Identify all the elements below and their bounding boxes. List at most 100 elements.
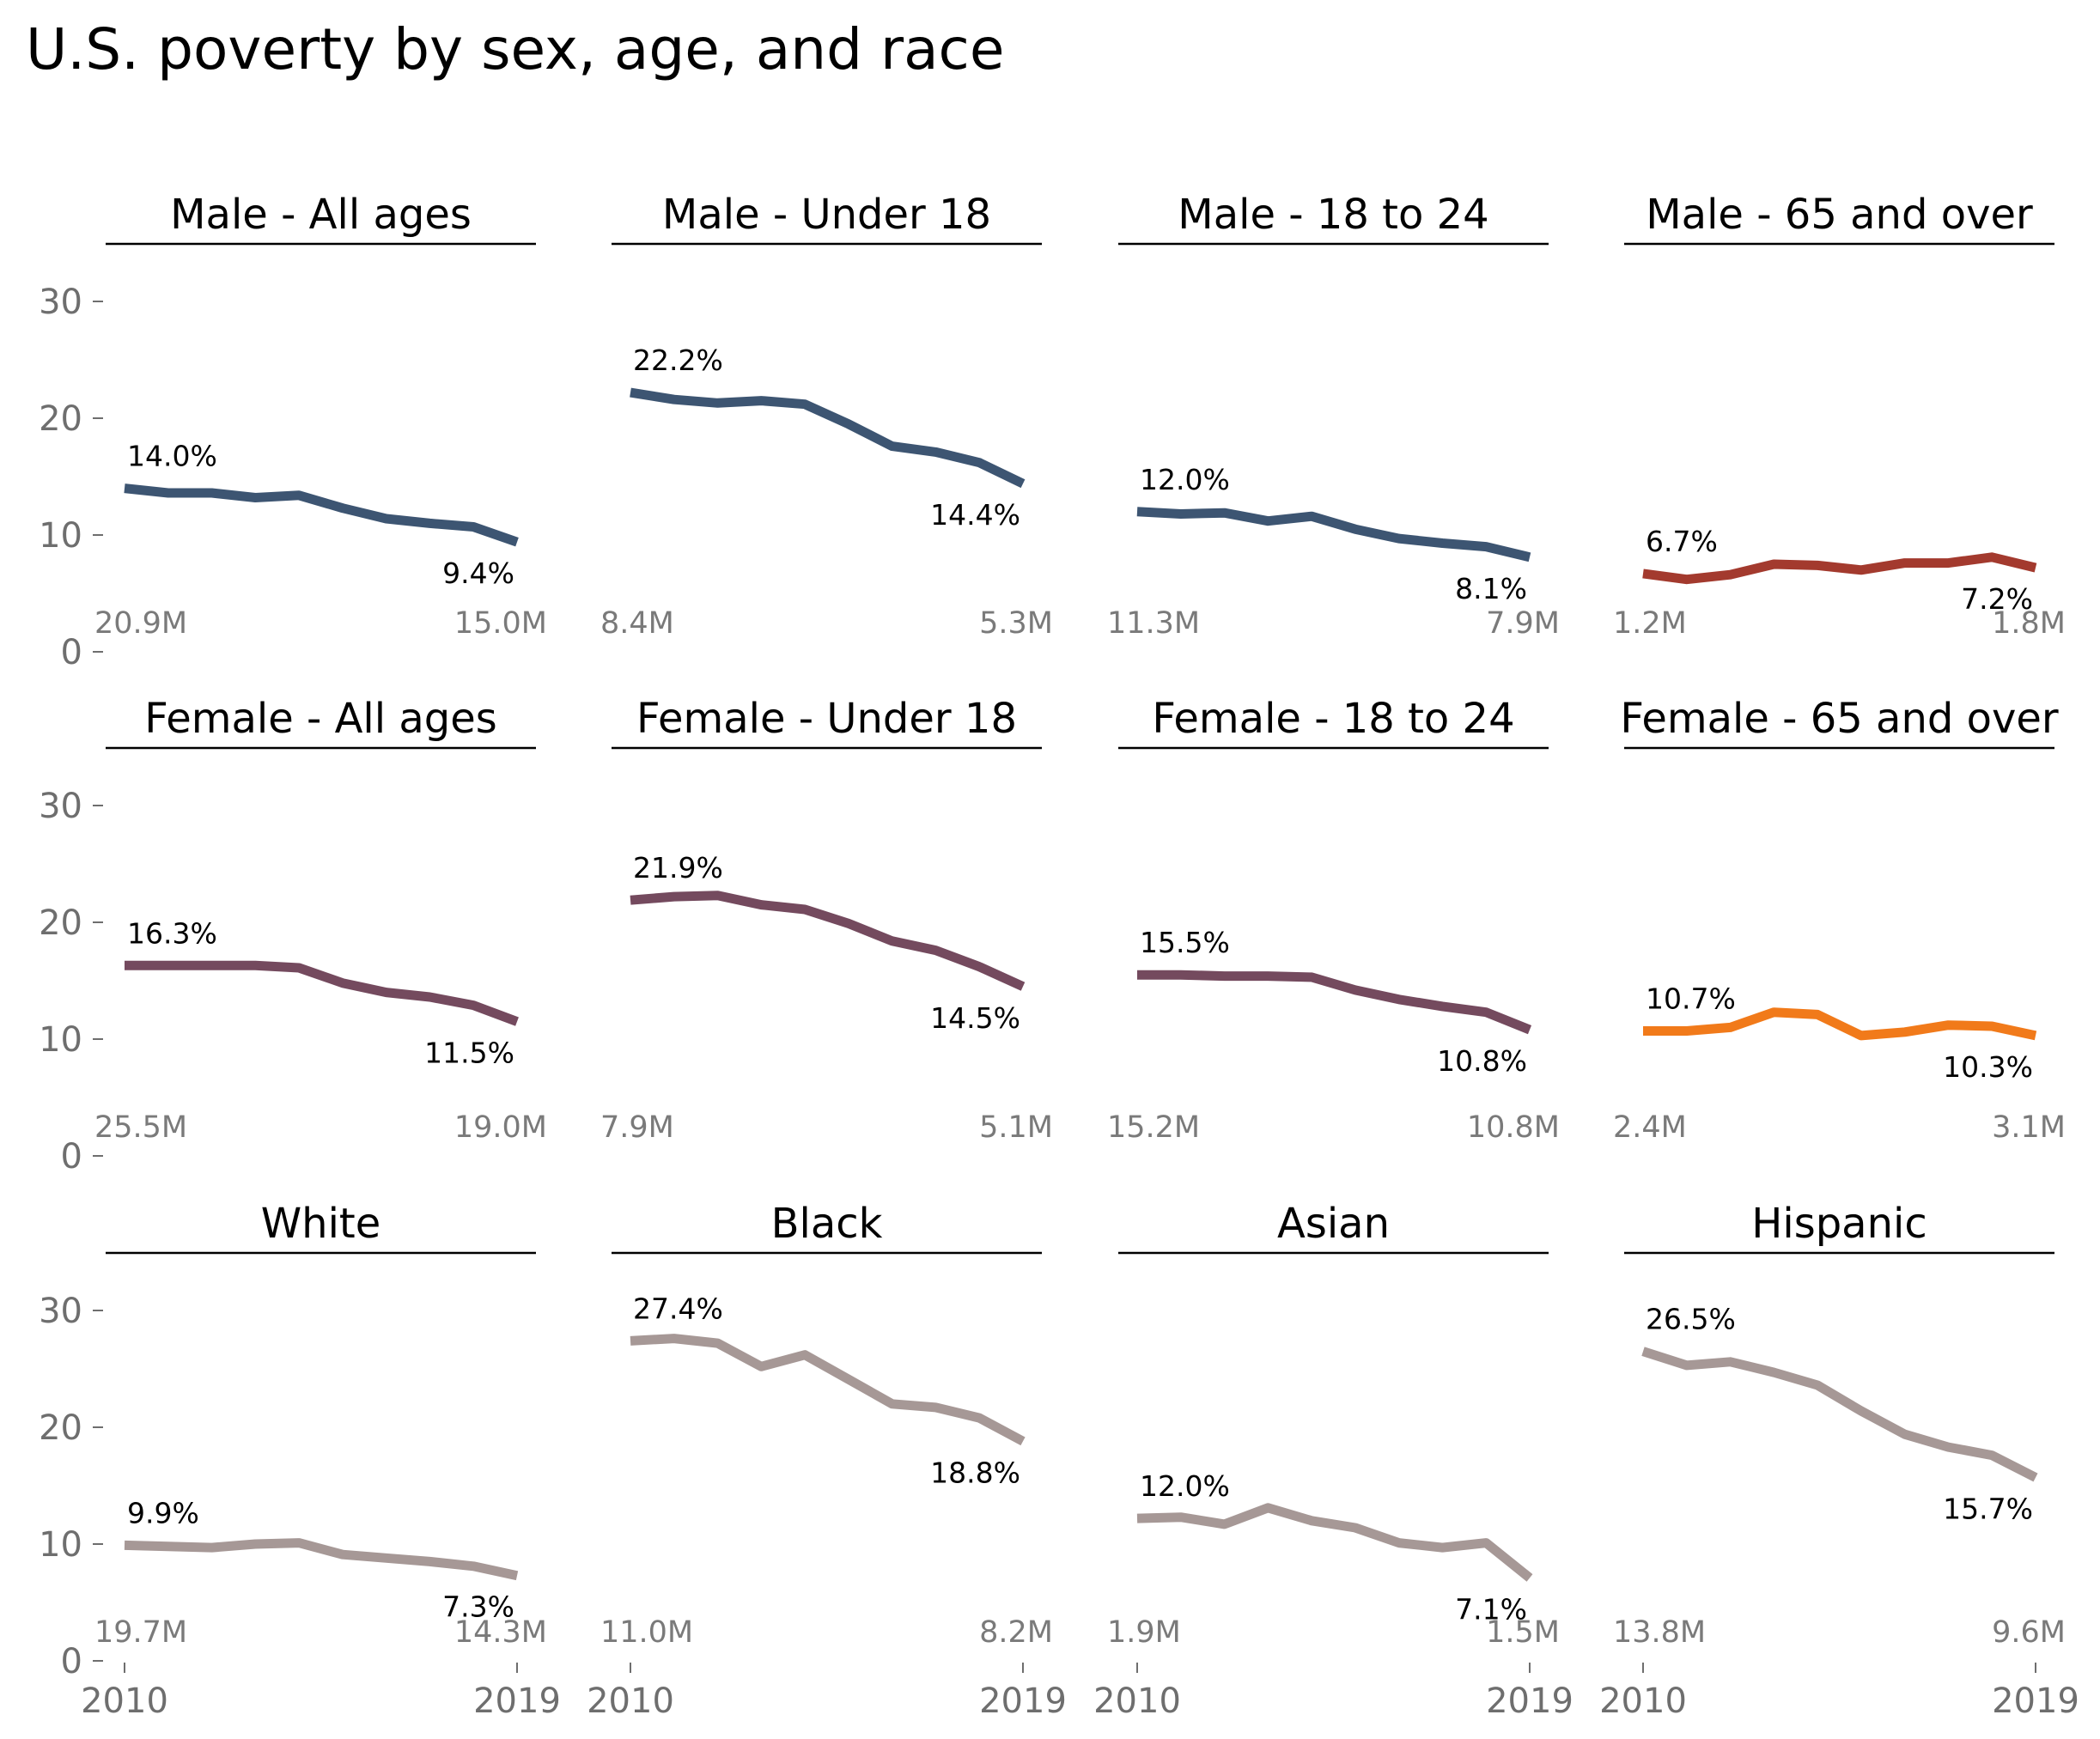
y-tick-label: 0 bbox=[61, 633, 82, 672]
series-line-female-under-18 bbox=[630, 891, 1026, 991]
panel-title: Female - All ages bbox=[144, 695, 497, 743]
panel-title: Male - 65 and over bbox=[1646, 191, 2033, 239]
panel-title: Female - 18 to 24 bbox=[1152, 695, 1514, 743]
series-line-female-18-to-24 bbox=[1137, 970, 1532, 1035]
panel-white: White 0 10 20 30 2010 2019 9.9% 7.3% 19.7M 14.3M bbox=[39, 1200, 561, 1721]
end-count-label: 3.1M bbox=[1992, 1110, 2066, 1145]
panel-title: Male - All ages bbox=[170, 191, 472, 239]
series-line-female-all-ages bbox=[125, 960, 519, 1026]
y-tick-label: 10 bbox=[39, 516, 82, 556]
panel-male-18-to-24: Male - 18 to 24 12.0% 8.1% 11.3M 7.9M bbox=[1107, 191, 1560, 641]
end-count-label: 1.8M bbox=[1992, 606, 2066, 641]
start-value-label: 16.3% bbox=[127, 916, 217, 950]
panel-title: White bbox=[261, 1200, 381, 1248]
x-tick-label: 2010 bbox=[1093, 1681, 1181, 1721]
y-tick-label: 30 bbox=[39, 283, 82, 322]
panel-title: Hispanic bbox=[1751, 1200, 1927, 1248]
start-count-label: 1.2M bbox=[1613, 606, 1687, 641]
x-tick-label: 2010 bbox=[1599, 1681, 1687, 1721]
end-value-label: 7.2% bbox=[1961, 582, 2033, 616]
series-line-male-under-18 bbox=[630, 387, 1026, 489]
start-value-label: 12.0% bbox=[1140, 463, 1230, 496]
end-count-label: 14.3M bbox=[454, 1615, 547, 1650]
panel-title: Male - Under 18 bbox=[662, 191, 991, 239]
start-value-label: 14.0% bbox=[127, 440, 217, 473]
start-count-label: 11.3M bbox=[1107, 606, 1200, 641]
panel-asian: Asian 2010 2019 12.0% 7.1% 1.9M 1.5M bbox=[1093, 1200, 1573, 1721]
start-value-label: 26.5% bbox=[1646, 1303, 1736, 1336]
start-count-label: 2.4M bbox=[1613, 1110, 1687, 1145]
end-count-label: 7.9M bbox=[1486, 606, 1560, 641]
end-value-label: 8.1% bbox=[1455, 572, 1527, 605]
panel-female-all-ages: Female - All ages 0 10 20 30 16.3% 11.5% 25.5M 1… bbox=[39, 695, 547, 1177]
panel-male-65-and-over: Male - 65 and over 6.7% 7.2% 1.2M 1.8M bbox=[1613, 191, 2066, 641]
start-count-label: 1.9M bbox=[1107, 1615, 1181, 1650]
series-line-hispanic bbox=[1641, 1347, 2038, 1482]
start-value-label: 6.7% bbox=[1646, 525, 1718, 558]
y-tick-label: 20 bbox=[39, 1408, 82, 1448]
y-tick-label: 30 bbox=[39, 1292, 82, 1331]
start-value-label: 12.0% bbox=[1140, 1469, 1230, 1503]
start-count-label: 25.5M bbox=[94, 1110, 187, 1145]
y-tick-label: 20 bbox=[39, 399, 82, 439]
start-count-label: 19.7M bbox=[94, 1615, 187, 1650]
panel-title: Female - 65 and over bbox=[1620, 695, 2059, 743]
series-line-asian bbox=[1136, 1503, 1533, 1582]
y-tick-label: 10 bbox=[39, 1020, 82, 1060]
end-value-label: 10.3% bbox=[1943, 1050, 2033, 1084]
series-line-black bbox=[630, 1334, 1026, 1446]
x-tick-label: 2019 bbox=[979, 1681, 1067, 1721]
panel-black: Black 2010 2019 27.4% 18.8% 11.0M 8.2M bbox=[587, 1200, 1067, 1721]
start-value-label: 10.7% bbox=[1646, 982, 1736, 1015]
end-count-label: 9.6M bbox=[1992, 1615, 2066, 1650]
panel-female-65-and-over: Female - 65 and over 10.7% 10.3% 2.4M 3.1M bbox=[1613, 695, 2066, 1145]
end-value-label: 15.7% bbox=[1943, 1492, 2033, 1525]
panel-female-under-18: Female - Under 18 21.9% 14.5% 7.9M 5.1M bbox=[600, 695, 1053, 1145]
end-value-label: 10.8% bbox=[1437, 1044, 1527, 1078]
y-tick-label: 20 bbox=[39, 903, 82, 943]
x-tick-label: 2019 bbox=[1486, 1681, 1573, 1721]
series-line-female-65-and-over bbox=[1643, 1007, 2037, 1041]
end-count-label: 15.0M bbox=[454, 606, 547, 641]
end-value-label: 14.4% bbox=[930, 498, 1020, 532]
end-value-label: 18.8% bbox=[930, 1456, 1020, 1489]
panels-group: Male - All ages 0 10 20 30 14.0% 9.4% 20.9M 15.0… bbox=[39, 191, 2079, 1721]
end-value-label: 9.4% bbox=[442, 556, 514, 590]
x-tick-label: 2019 bbox=[1992, 1681, 2079, 1721]
panel-male-all-ages: Male - All ages 0 10 20 30 14.0% 9.4% 20.9M 15.0… bbox=[39, 191, 547, 672]
series-line-male-65-and-over bbox=[1642, 552, 2037, 585]
start-count-label: 15.2M bbox=[1107, 1110, 1200, 1145]
start-value-label: 27.4% bbox=[633, 1292, 723, 1325]
y-tick-label: 0 bbox=[61, 1137, 82, 1177]
start-count-label: 13.8M bbox=[1613, 1615, 1706, 1650]
end-count-label: 1.5M bbox=[1486, 1615, 1560, 1650]
start-value-label: 22.2% bbox=[633, 344, 723, 377]
end-value-label: 7.3% bbox=[442, 1590, 514, 1624]
panel-title: Female - Under 18 bbox=[636, 695, 1017, 743]
end-count-label: 5.1M bbox=[979, 1110, 1053, 1145]
start-value-label: 15.5% bbox=[1140, 926, 1230, 959]
x-tick-label: 2010 bbox=[81, 1681, 168, 1721]
series-line-male-all-ages bbox=[124, 483, 519, 547]
start-count-label: 7.9M bbox=[600, 1110, 674, 1145]
x-tick-label: 2010 bbox=[587, 1681, 674, 1721]
series-line-white bbox=[124, 1538, 519, 1581]
end-count-label: 5.3M bbox=[979, 606, 1053, 641]
end-count-label: 10.8M bbox=[1467, 1110, 1560, 1145]
y-tick-label: 30 bbox=[39, 787, 82, 826]
end-value-label: 11.5% bbox=[424, 1037, 514, 1070]
start-count-label: 20.9M bbox=[94, 606, 187, 641]
start-count-label: 8.4M bbox=[600, 606, 674, 641]
y-tick-label: 10 bbox=[39, 1525, 82, 1565]
x-tick-label: 2019 bbox=[473, 1681, 561, 1721]
start-value-label: 21.9% bbox=[633, 851, 723, 885]
end-count-label: 19.0M bbox=[454, 1110, 547, 1145]
end-value-label: 7.1% bbox=[1455, 1592, 1527, 1626]
panel-male-under-18: Male - Under 18 22.2% 14.4% 8.4M 5.3M bbox=[600, 191, 1053, 641]
panel-female-18-to-24: Female - 18 to 24 15.5% 10.8% 15.2M 10.8M bbox=[1107, 695, 1560, 1145]
panel-title: Asian bbox=[1277, 1200, 1390, 1248]
start-value-label: 9.9% bbox=[127, 1496, 199, 1529]
chart-title: U.S. poverty by sex, age, and race bbox=[26, 16, 1004, 82]
end-value-label: 14.5% bbox=[930, 1001, 1020, 1035]
